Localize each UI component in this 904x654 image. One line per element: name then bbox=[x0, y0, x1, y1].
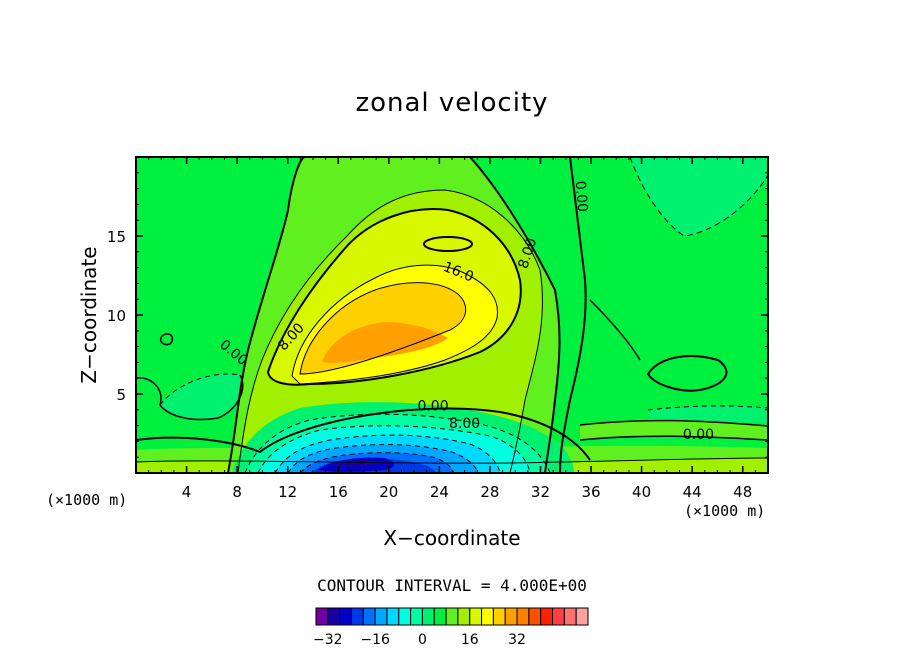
x-tick-label: 44 bbox=[683, 483, 702, 501]
colorbar-swatch bbox=[339, 607, 352, 626]
contour-label: 8.00 bbox=[449, 416, 480, 432]
x-tick-label: 36 bbox=[581, 483, 600, 501]
colorbar-swatch bbox=[481, 607, 494, 626]
contour-lines bbox=[136, 157, 768, 473]
colorbar-swatch bbox=[374, 607, 388, 626]
colorbar-swatch bbox=[552, 607, 565, 626]
colorbar-swatch bbox=[421, 607, 435, 626]
colorbar-swatch bbox=[516, 607, 530, 626]
colorbar-swatch bbox=[445, 607, 459, 626]
colorbar-swatch bbox=[362, 607, 376, 626]
colorbar-tick-label: 32 bbox=[508, 632, 526, 648]
x-tick-label: 16 bbox=[329, 483, 348, 501]
colorbar-swatch bbox=[315, 607, 329, 626]
colorbar-swatch bbox=[575, 607, 589, 626]
x-units-left: (×1000 m) bbox=[46, 491, 128, 509]
colorbar-tick-label: 16 bbox=[461, 632, 479, 648]
x-tick-label: 12 bbox=[278, 483, 297, 501]
contour-label: 0.00 bbox=[417, 399, 448, 415]
colorbar-swatch bbox=[410, 607, 423, 626]
colorbar-tick-label: −16 bbox=[360, 632, 390, 648]
colorbar: −32 −16 0 16 32 bbox=[313, 607, 589, 648]
x-axis-label: X−coordinate bbox=[383, 526, 521, 550]
colorbar-swatch bbox=[386, 607, 400, 626]
x-tick-label: 32 bbox=[531, 483, 550, 501]
contour-interval-text: CONTOUR INTERVAL = 4.000E+00 bbox=[317, 576, 587, 595]
x-units-right: (×1000 m) bbox=[684, 502, 766, 520]
colorbar-swatch bbox=[469, 607, 483, 626]
x-axis: 4 8 12 16 20 24 28 32 36 40 44 48 bbox=[148, 157, 756, 501]
colorbar-swatch bbox=[540, 607, 554, 626]
contour-label: 0.00 bbox=[683, 427, 714, 443]
chart-title: zonal velocity bbox=[355, 88, 549, 118]
colorbar-tick-label: −32 bbox=[313, 632, 343, 648]
x-tick-label: 28 bbox=[480, 483, 499, 501]
colorbar-swatch bbox=[492, 607, 506, 626]
x-tick-label: 4 bbox=[182, 483, 192, 501]
contour-label: 0.00 bbox=[572, 180, 591, 212]
colorbar-swatch bbox=[398, 607, 412, 626]
colorbar-tick-label: 0 bbox=[418, 632, 427, 648]
x-tick-label: 8 bbox=[232, 483, 242, 501]
x-tick-label: 24 bbox=[430, 483, 449, 501]
colorbar-swatch bbox=[350, 607, 364, 626]
y-tick-label: 10 bbox=[107, 307, 126, 325]
x-tick-label: 48 bbox=[733, 483, 752, 501]
y-tick-label: 15 bbox=[107, 228, 126, 246]
x-tick-label: 20 bbox=[379, 483, 398, 501]
colorbar-swatch bbox=[563, 607, 577, 626]
y-tick-label: 5 bbox=[116, 386, 126, 404]
colorbar-swatch bbox=[457, 607, 471, 626]
colorbar-swatch bbox=[528, 607, 542, 626]
y-axis: 5 10 15 bbox=[107, 172, 768, 458]
colorbar-swatch bbox=[433, 607, 447, 626]
x-tick-label: 40 bbox=[632, 483, 651, 501]
colorbar-swatch bbox=[504, 607, 518, 626]
colorbar-swatch bbox=[327, 607, 341, 626]
